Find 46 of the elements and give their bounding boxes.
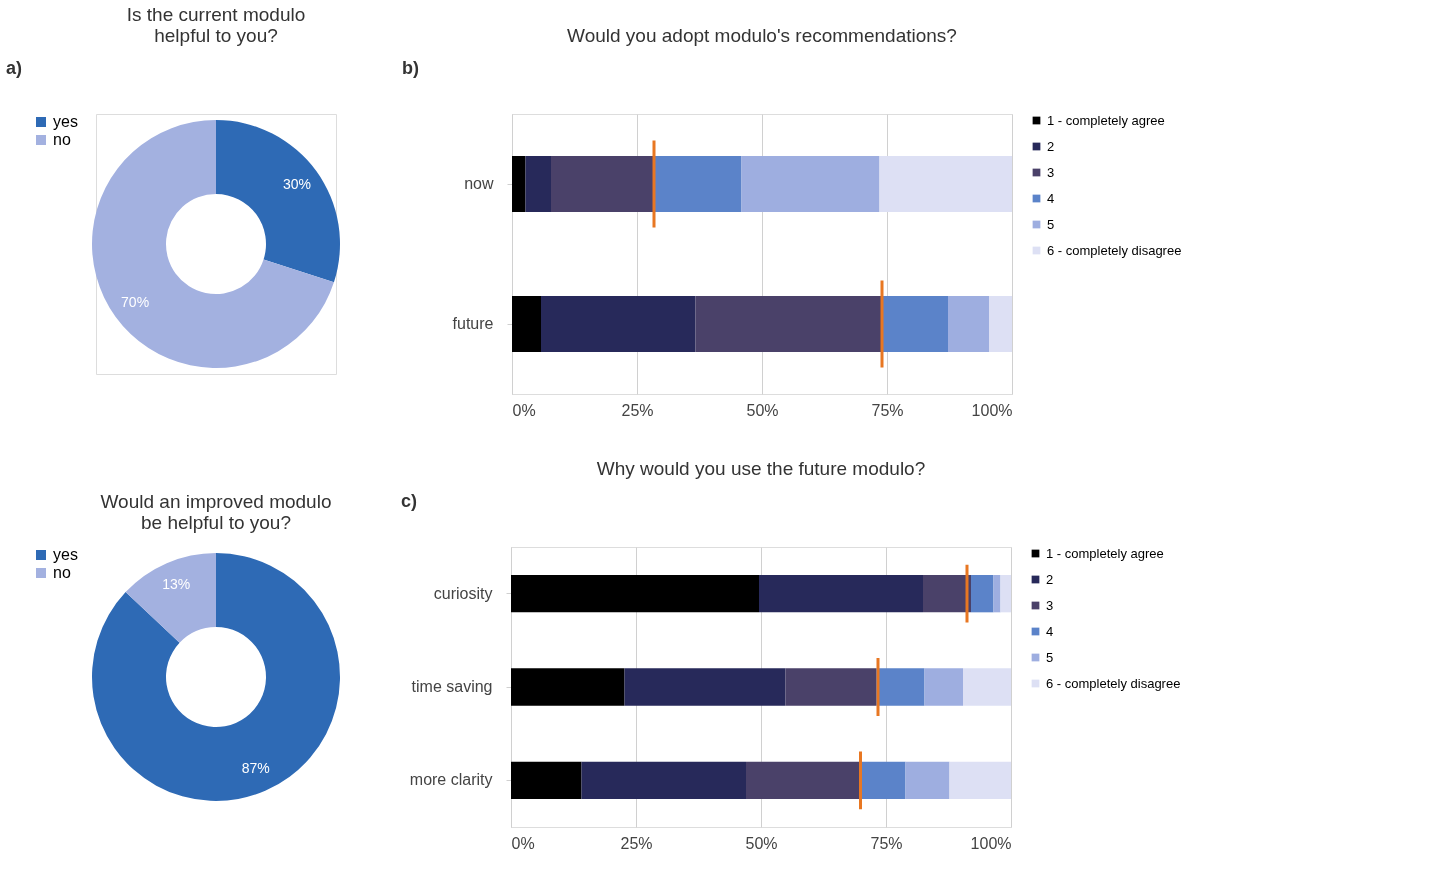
data-label: 87% — [241, 759, 270, 776]
donut-slice — [125, 553, 216, 643]
legend-label: 6 - completely disagree — [1046, 675, 1181, 691]
chart-title: Is the current modulo helpful to you? — [126, 4, 306, 46]
chart-title: Would an improved modulo be helpful to you? — [100, 491, 332, 533]
data-label: 30% — [282, 176, 311, 193]
x-tick-label: 25% — [621, 401, 654, 419]
legend-label: no — [53, 131, 71, 148]
y-tick-label: time saving — [411, 678, 493, 695]
y-tick-label: future — [452, 315, 494, 332]
legend-label: yes — [53, 113, 78, 130]
data-label: 70% — [121, 293, 150, 310]
x-tick-label: 75% — [870, 834, 903, 852]
x-tick-label: 0% — [512, 401, 536, 419]
x-tick-label: 100% — [971, 401, 1013, 419]
donut-slice — [216, 120, 340, 283]
legend-label: yes — [53, 546, 78, 563]
x-tick-label: 25% — [620, 834, 653, 852]
donut-slice — [92, 553, 340, 801]
legend-label: 2 — [1047, 138, 1055, 154]
y-tick-label: more clarity — [409, 771, 493, 789]
x-tick-label: 0% — [511, 834, 535, 852]
legend-label: 1 - completely agree — [1047, 112, 1165, 128]
x-tick-label: 75% — [871, 401, 904, 419]
chart-title: Why would you use the future modulo? — [596, 458, 926, 479]
legend-label: 4 — [1047, 190, 1055, 206]
text: b) — [402, 58, 419, 78]
legend-label: 5 — [1047, 216, 1055, 232]
text: a) — [6, 58, 23, 78]
legend-label: 4 — [1046, 623, 1054, 639]
y-tick-label: curiosity — [433, 584, 493, 602]
legend-label: 1 - completely agree — [1046, 545, 1164, 561]
data-label: 13% — [162, 576, 191, 593]
legend-label: 6 - completely disagree — [1047, 242, 1182, 258]
y-tick-label: now — [464, 175, 494, 192]
x-tick-label: 50% — [746, 401, 779, 419]
text: c) — [401, 491, 418, 511]
x-tick-label: 100% — [970, 834, 1012, 852]
donut-slice — [92, 120, 334, 368]
legend-label: 2 — [1046, 571, 1054, 587]
x-tick-label: 50% — [745, 834, 778, 852]
legend-label: no — [53, 564, 71, 581]
chart-title: Would you adopt modulo's recommendations? — [567, 25, 957, 46]
legend-label: 3 — [1046, 597, 1054, 613]
legend-label: 3 — [1047, 164, 1055, 180]
legend-label: 5 — [1046, 649, 1054, 665]
